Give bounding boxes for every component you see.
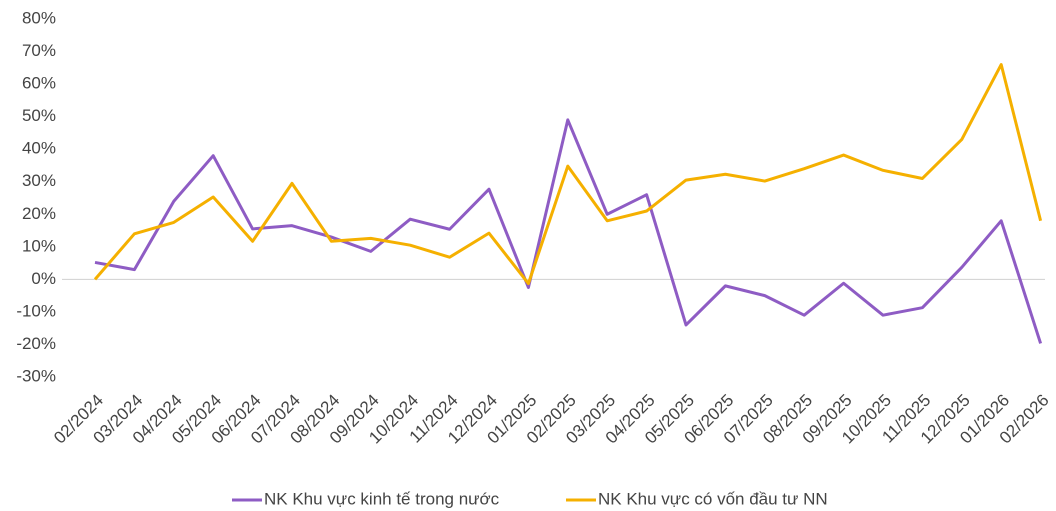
y-tick-label: 20% — [22, 204, 56, 223]
series-line — [94, 118, 1043, 344]
y-tick-label: 40% — [22, 139, 56, 158]
y-tick-label: -10% — [16, 301, 56, 320]
y-tick-label: 0% — [31, 269, 56, 288]
y-tick-label: -20% — [16, 334, 56, 353]
y-tick-label: 10% — [22, 236, 56, 255]
y-tick-label: -30% — [16, 366, 56, 385]
series-line — [93, 63, 1043, 286]
y-tick-label: 60% — [22, 74, 56, 93]
legend-label: NK Khu vực có vốn đầu tư NN — [598, 489, 828, 508]
y-tick-label: 30% — [22, 171, 56, 190]
y-tick-label: 50% — [22, 106, 56, 125]
y-tick-label: 80% — [22, 8, 56, 27]
y-tick-label: 70% — [22, 41, 56, 60]
legend-label: NK Khu vực kinh tế trong nước — [264, 489, 500, 508]
